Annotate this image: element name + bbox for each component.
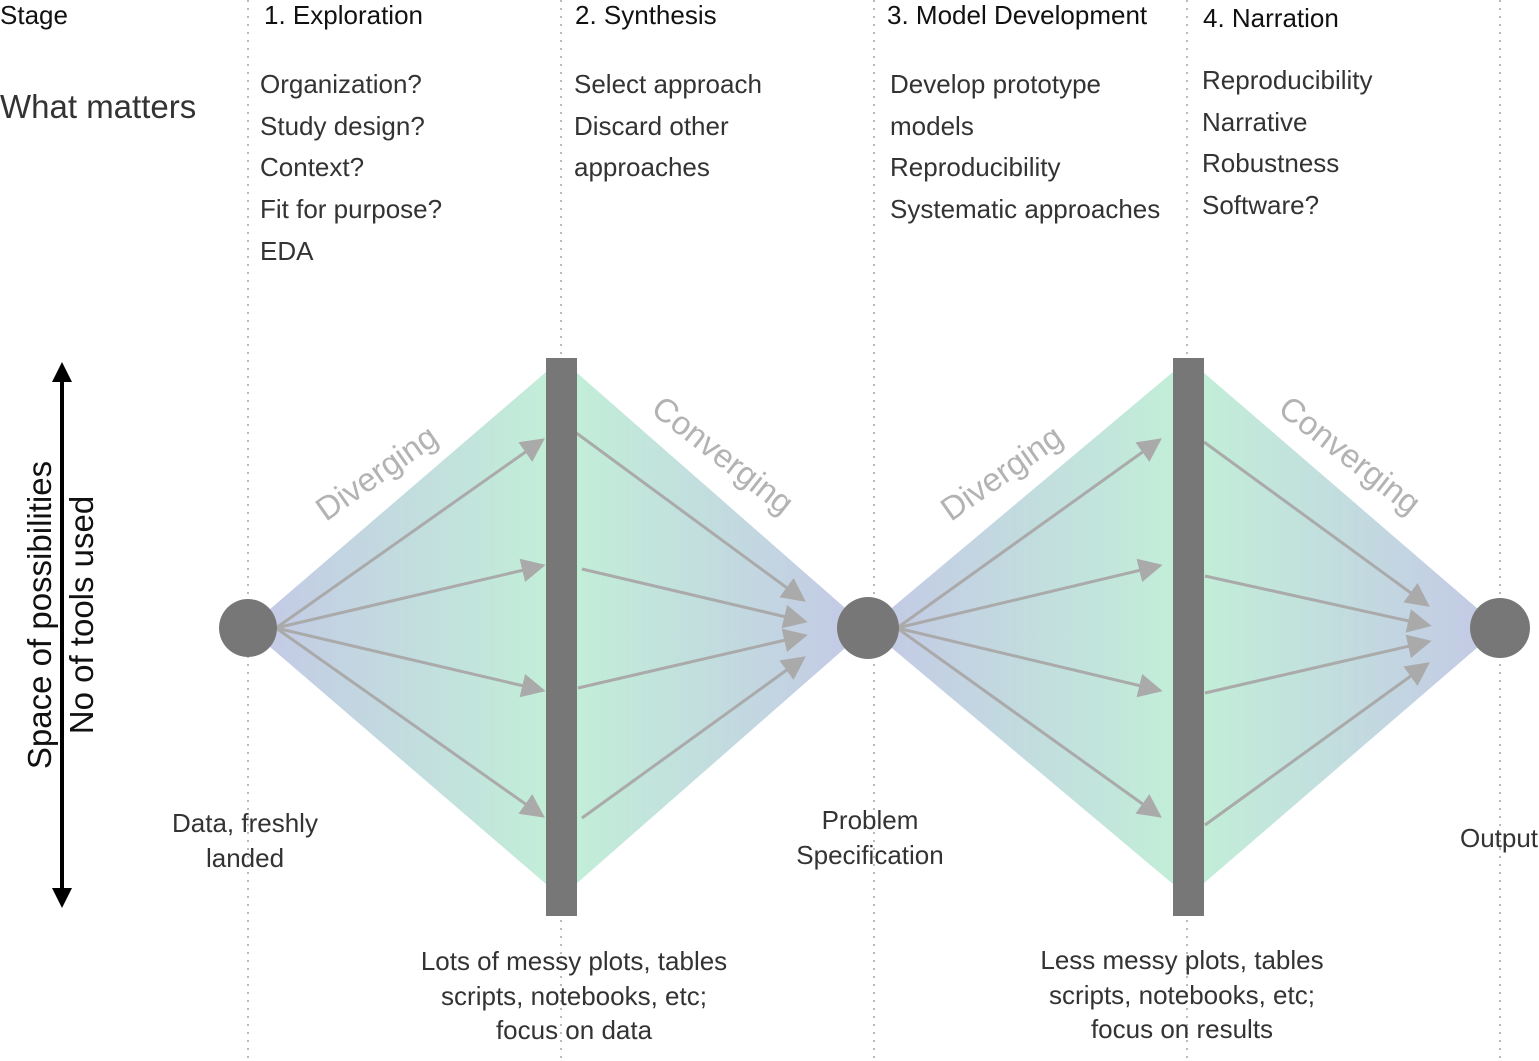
diverging-region <box>868 372 1173 884</box>
arrow <box>1204 662 1430 827</box>
converging-arrows <box>1203 440 1432 827</box>
arrow <box>275 626 545 818</box>
arrow <box>1203 440 1430 607</box>
stage-title-synthesis: 2. Synthesis <box>575 0 717 30</box>
divergence-limit-bar <box>1173 358 1204 916</box>
caption-line: scripts, notebooks, etc; <box>1049 979 1315 1010</box>
middle-node-caption: Problem Specification <box>770 803 970 872</box>
stage-title-narration: 4. Narration <box>1203 3 1339 33</box>
first-diamond-caption: Lots of messy plots, tables scripts, not… <box>374 944 774 1048</box>
list-item: Context? <box>260 152 365 183</box>
list-item: models <box>890 110 974 141</box>
arrow <box>896 626 1163 698</box>
start-node-caption: Data, freshly landed <box>145 806 345 875</box>
converging-arrows <box>574 430 808 820</box>
stage-title-exploration: 1. Exploration <box>264 0 423 30</box>
narration-items: Reproducibility Narrative Robustness Sof… <box>1202 60 1373 227</box>
list-item: Organization? <box>260 69 422 99</box>
list-item: Narrative <box>1202 106 1308 137</box>
stage-dividers <box>247 0 1501 1061</box>
first-diamond <box>248 372 868 884</box>
arrow <box>574 430 806 602</box>
list-item: Reproducibility <box>1202 65 1373 95</box>
arrow <box>275 438 545 630</box>
what-matters-label: What matters <box>0 88 197 125</box>
arrow <box>577 628 808 690</box>
caption-line: Specification <box>796 839 944 870</box>
caption-line: focus on results <box>1090 1014 1274 1044</box>
stage-title-model-development: 3. Model Development <box>887 0 1148 30</box>
list-item: Reproducibility <box>890 152 1061 183</box>
converging-region <box>576 372 868 884</box>
arrow <box>275 626 546 698</box>
arrow <box>896 438 1162 630</box>
middle-node <box>837 597 899 659</box>
arrow <box>896 626 1162 818</box>
list-item: approaches <box>574 152 710 183</box>
arrow <box>1204 634 1432 695</box>
list-item: EDA <box>260 235 314 266</box>
axis-label-possibilities: Space of possibilities <box>21 461 58 769</box>
stage-row-label: Stage <box>0 0 68 30</box>
axis-label-tools: No of tools used <box>63 496 100 734</box>
arrow <box>581 656 806 820</box>
list-item: Study design? <box>260 110 425 141</box>
model-development-items: Develop prototype models Reproducibility… <box>890 64 1160 231</box>
list-item: Software? <box>1202 190 1320 221</box>
caption-line: focus on data <box>495 1015 653 1045</box>
caption-line: Less messy plots, tables <box>1040 945 1324 975</box>
start-node <box>219 599 277 657</box>
synthesis-items: Select approach Discard other approaches <box>574 64 762 189</box>
diverging-arrows <box>896 438 1163 818</box>
list-item: Systematic approaches <box>890 194 1161 225</box>
list-item: Robustness <box>1202 148 1340 179</box>
second-diamond-caption: Less messy plots, tables scripts, notebo… <box>982 943 1382 1047</box>
arrow <box>275 558 546 630</box>
caption-line: scripts, notebooks, etc; <box>441 980 707 1011</box>
converging-region <box>1203 372 1500 884</box>
caption-line: Data, freshly <box>172 808 318 838</box>
exploration-items: Organization? Study design? Context? Fit… <box>260 64 442 273</box>
end-node <box>1470 598 1530 658</box>
divergence-limit-bar <box>546 358 577 916</box>
end-node-caption: Output <box>1439 821 1539 856</box>
diverging-region <box>248 372 546 884</box>
diverging-arrows <box>275 438 546 818</box>
caption-line: Problem <box>821 805 919 835</box>
list-item: Develop prototype <box>890 69 1102 99</box>
arrow <box>581 567 808 629</box>
list-item: Fit for purpose? <box>260 194 443 225</box>
second-diamond <box>868 372 1500 884</box>
caption-line: Lots of messy plots, tables <box>420 946 728 976</box>
caption-line: Output <box>1459 823 1539 853</box>
caption-line: landed <box>205 842 285 873</box>
list-item: Discard other <box>574 110 729 141</box>
list-item: Select approach <box>574 69 762 99</box>
arrow <box>1204 574 1432 633</box>
arrow <box>896 558 1163 630</box>
